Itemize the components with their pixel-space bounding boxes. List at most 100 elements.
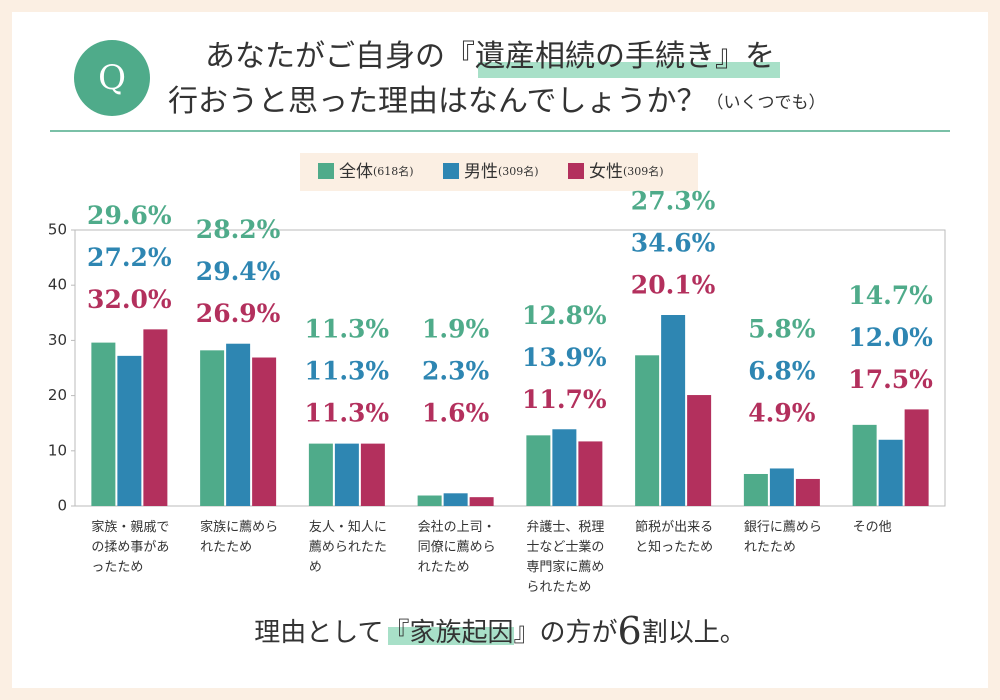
footer-part: 割以上。 <box>642 618 746 648</box>
y-tick-label: 10 <box>48 441 67 459</box>
card <box>12 12 988 688</box>
bar <box>635 355 660 506</box>
data-label: 5.8% <box>748 315 815 344</box>
bar <box>578 441 603 506</box>
data-label: 6.8% <box>748 357 815 386</box>
data-label: 27.2% <box>87 243 172 272</box>
legend-name: 女性 <box>589 162 623 182</box>
data-label: 29.6% <box>87 201 172 230</box>
title-note: （いくつでも） <box>707 93 826 113</box>
x-tick-line: め <box>309 560 322 575</box>
data-label: 26.9% <box>196 299 281 328</box>
title-part: 』を <box>715 39 775 74</box>
x-tick-label: 家族に薦められたため <box>200 519 278 555</box>
bar <box>308 443 333 506</box>
legend-sample: (309名) <box>623 164 664 178</box>
x-tick-line: 薦められたた <box>309 540 387 555</box>
plot-frame <box>74 229 946 507</box>
data-label: 11.3% <box>305 357 390 386</box>
x-tick-line: 家族に薦めら <box>200 519 278 535</box>
bar <box>904 409 929 506</box>
bar <box>661 315 686 506</box>
footer-part: 』の方が <box>514 618 618 648</box>
legend-entry: 男性(309名) <box>464 162 539 182</box>
data-label: 11.3% <box>305 399 390 428</box>
bar <box>143 329 168 506</box>
y-tick-label: 0 <box>57 497 67 515</box>
legend-swatch <box>443 163 459 179</box>
x-tick-line: の揉め事があ <box>91 540 169 555</box>
title-line1: あなたがご自身の『遺産相続の手続き』を <box>205 39 775 74</box>
data-label: 28.2% <box>196 215 281 244</box>
x-tick-label: 友人・知人に薦められたため <box>309 519 387 575</box>
x-tick-label: 節税が出来ると知ったため <box>635 520 713 555</box>
x-tick-line: 弁護士、税理 <box>526 519 604 535</box>
x-tick-line: 専門家に薦め <box>526 559 604 575</box>
data-label: 14.7% <box>848 281 933 310</box>
legend-swatch <box>568 163 584 179</box>
bar <box>743 473 768 506</box>
footer-part: 家族起因 <box>410 618 514 648</box>
bar <box>117 355 142 506</box>
title-part: 遺産相続の手続き <box>475 39 715 74</box>
bar <box>334 443 359 506</box>
bar <box>226 343 251 506</box>
x-tick-label: 会社の上司・同僚に薦められたため <box>418 519 496 575</box>
x-tick-line: 銀行に薦めら <box>744 520 822 535</box>
data-label: 1.6% <box>422 399 489 428</box>
data-label: 13.9% <box>522 343 607 372</box>
x-tick-line: 友人・知人に <box>309 519 387 535</box>
x-tick-label: 銀行に薦められたため <box>744 520 822 555</box>
data-label: 29.4% <box>196 257 281 286</box>
x-tick-line: れたため <box>200 540 252 555</box>
x-tick-line: 同僚に薦めら <box>418 540 496 555</box>
footer-highlight <box>388 627 514 645</box>
data-label: 12.0% <box>848 323 933 352</box>
x-tick-line: 会社の上司・ <box>418 519 496 535</box>
data-label: 34.6% <box>631 229 716 258</box>
x-tick-line: その他 <box>853 520 892 535</box>
y-tick-label: 30 <box>48 331 67 349</box>
bar <box>878 439 903 506</box>
bar <box>769 468 794 506</box>
legend-entry: 女性(309名) <box>589 162 664 182</box>
y-tick-label: 40 <box>48 276 67 294</box>
x-tick-label: その他 <box>853 520 892 535</box>
bar <box>91 342 116 506</box>
title-part: 行おうと思った理由はなんでしょうか？ <box>168 84 707 119</box>
x-tick-line: れたため <box>418 560 470 575</box>
data-label: 11.3% <box>305 315 390 344</box>
q-mark: Q <box>98 58 126 98</box>
bar <box>852 424 877 506</box>
bar <box>252 357 277 506</box>
legend-sample: (309名) <box>498 164 539 178</box>
footer-part: 理由として『 <box>254 618 409 648</box>
legend-name: 男性 <box>464 162 498 182</box>
y-tick-label: 20 <box>48 386 67 404</box>
legend-box <box>300 153 698 191</box>
x-tick-line: ったため <box>91 560 143 575</box>
title-highlight <box>478 62 780 78</box>
data-label: 20.1% <box>631 271 716 300</box>
bar <box>687 395 712 506</box>
bar <box>526 435 551 506</box>
legend-name: 全体 <box>339 162 373 182</box>
legend-swatch <box>318 163 334 179</box>
title-part: あなたがご自身の『 <box>205 39 475 74</box>
data-label: 1.9% <box>422 315 489 344</box>
bar <box>552 429 577 506</box>
footer: 理由として『家族起因』の方が6割以上。 <box>254 609 745 653</box>
q-badge <box>74 40 150 116</box>
legend-entry: 全体(618名) <box>339 162 414 182</box>
data-label: 2.3% <box>422 357 489 386</box>
x-tick-label: 家族・親戚での揉め事があったため <box>91 519 169 575</box>
data-label: 32.0% <box>87 285 172 314</box>
x-tick-line: 節税が出来る <box>635 520 713 535</box>
title-line2: 行おうと思った理由はなんでしょうか？（いくつでも） <box>168 84 826 119</box>
footer-part: 6 <box>618 609 642 653</box>
bar <box>200 350 225 506</box>
x-tick-line: 士など士業の <box>526 539 604 555</box>
bar <box>443 493 468 506</box>
